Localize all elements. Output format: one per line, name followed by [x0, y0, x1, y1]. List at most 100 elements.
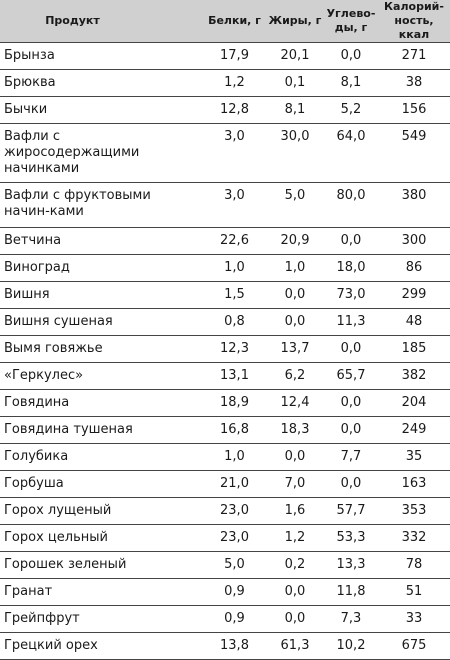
cell-carbs: 65,7 — [336, 368, 366, 383]
cell-protein: 12,3 — [220, 341, 249, 356]
cell-kcal: 549 — [401, 129, 427, 144]
cell-protein: 17,9 — [220, 48, 249, 63]
header-row: Продукт Белки, г Жиры, г Углево- ды, г К… — [0, 0, 450, 43]
cell-protein: 21,0 — [220, 476, 249, 491]
cell-product: Горошек зеленый — [4, 557, 127, 572]
cell-carbs: 11,8 — [336, 584, 366, 599]
cell-kcal: 35 — [405, 449, 423, 464]
cell-fat: 0,0 — [284, 611, 306, 626]
cell-carbs: 64,0 — [336, 129, 366, 144]
table-row: Виноград 1,0 1,0 18,0 86 — [0, 255, 450, 282]
cell-fat: 1,6 — [284, 503, 306, 518]
cell-protein: 23,0 — [220, 530, 249, 545]
cell-protein: 1,0 — [224, 260, 245, 275]
cell-kcal: 299 — [401, 287, 427, 302]
cell-product: Горох цельный — [4, 530, 108, 545]
cell-fat: 0,2 — [284, 557, 306, 572]
cell-carbs: 0,0 — [340, 48, 362, 63]
cell-carbs: 57,7 — [336, 503, 366, 518]
table-row: Голубика 1,0 0,0 7,7 35 — [0, 444, 450, 471]
cell-protein: 18,9 — [220, 395, 249, 410]
cell-product: Говядина — [4, 395, 70, 410]
table-row: Вымя говяжье 12,3 13,7 0,0 185 — [0, 336, 450, 363]
cell-protein: 3,0 — [224, 129, 245, 144]
table-row: Горох цельный 23,0 1,2 53,3 332 — [0, 525, 450, 552]
cell-fat: 1,2 — [284, 530, 306, 545]
cell-product: Бычки — [4, 102, 48, 117]
cell-protein: 22,6 — [220, 233, 249, 248]
header-fat: Жиры, г — [266, 0, 324, 43]
cell-fat: 6,2 — [284, 368, 306, 383]
cell-kcal: 204 — [401, 395, 427, 410]
cell-product: Вымя говяжье — [4, 341, 103, 356]
table-row: Вафли с жиросодержащими начинками 3,0 30,0… — [0, 124, 450, 183]
table-row: Горох лущеный 23,0 1,6 57,7 353 — [0, 498, 450, 525]
cell-fat: 12,4 — [280, 395, 310, 410]
cell-product: Грецкий орех — [4, 638, 98, 653]
cell-protein: 16,8 — [220, 422, 249, 437]
cell-kcal: 38 — [405, 75, 423, 90]
cell-carbs: 5,2 — [340, 102, 362, 117]
cell-carbs: 0,0 — [340, 233, 362, 248]
cell-kcal: 271 — [401, 48, 427, 63]
cell-fat: 0,0 — [284, 449, 306, 464]
cell-kcal: 300 — [401, 233, 427, 248]
table-row: Грейпфрут 0,9 0,0 7,3 33 — [0, 606, 450, 633]
cell-carbs: 80,0 — [336, 188, 366, 203]
cell-carbs: 7,7 — [340, 449, 362, 464]
cell-protein: 0,9 — [224, 611, 245, 626]
cell-fat: 7,0 — [284, 476, 306, 491]
cell-fat: 0,0 — [284, 314, 306, 329]
cell-kcal: 382 — [401, 368, 427, 383]
cell-fat: 1,0 — [284, 260, 306, 275]
cell-carbs: 0,0 — [340, 395, 362, 410]
cell-product: Брюква — [4, 75, 56, 90]
cell-fat: 0,1 — [284, 75, 306, 90]
cell-carbs: 0,0 — [340, 422, 362, 437]
cell-kcal: 156 — [401, 102, 427, 117]
table-row: Вишня 1,5 0,0 73,0 299 — [0, 282, 450, 309]
cell-kcal: 353 — [401, 503, 427, 518]
cell-protein: 5,0 — [224, 557, 245, 572]
table-row: Вафли с фруктовыми начин-ками 3,0 5,0 80,0 3… — [0, 183, 450, 228]
table-row: Брынза 17,9 20,1 0,0 271 — [0, 43, 450, 70]
header-carbs: Углево- ды, г — [324, 0, 378, 43]
cell-fat: 30,0 — [280, 129, 310, 144]
cell-product: Виноград — [4, 260, 70, 275]
cell-carbs: 13,3 — [336, 557, 366, 572]
cell-fat: 0,0 — [284, 584, 306, 599]
cell-protein: 1,5 — [224, 287, 245, 302]
cell-carbs: 8,1 — [340, 75, 362, 90]
table-row: Горошек зеленый 5,0 0,2 13,3 78 — [0, 552, 450, 579]
cell-product: Ветчина — [4, 233, 62, 248]
cell-product: Говядина тушеная — [4, 422, 133, 437]
table-body: Брынза 17,9 20,1 0,0 271 Брюква 1,2 0,1 8,1 38 Быч… — [0, 43, 450, 660]
cell-fat: 8,1 — [284, 102, 306, 117]
cell-fat: 20,1 — [280, 48, 310, 63]
cell-protein: 13,8 — [220, 638, 249, 653]
cell-protein: 3,0 — [224, 188, 245, 203]
cell-product: Вафли с жиросодержащими начинками — [4, 129, 140, 176]
cell-product: Голубика — [4, 449, 69, 464]
header-protein: Белки, г — [203, 0, 266, 43]
cell-kcal: 380 — [401, 188, 427, 203]
cell-carbs: 73,0 — [336, 287, 366, 302]
table-row: Бычки 12,8 8,1 5,2 156 — [0, 97, 450, 124]
cell-product: Горбуша — [4, 476, 64, 491]
cell-fat: 0,0 — [284, 287, 306, 302]
cell-kcal: 33 — [405, 611, 423, 626]
cell-carbs: 53,3 — [336, 530, 366, 545]
table-row: Гранат 0,9 0,0 11,8 51 — [0, 579, 450, 606]
cell-kcal: 675 — [401, 638, 427, 653]
table-row: «Геркулес» 13,1 6,2 65,7 382 — [0, 363, 450, 390]
cell-kcal: 48 — [405, 314, 423, 329]
cell-carbs: 11,3 — [336, 314, 366, 329]
cell-fat: 13,7 — [280, 341, 310, 356]
cell-kcal: 78 — [405, 557, 423, 572]
cell-fat: 20,9 — [280, 233, 310, 248]
cell-protein: 0,9 — [224, 584, 245, 599]
table-row: Грецкий орех 13,8 61,3 10,2 675 — [0, 633, 450, 660]
cell-carbs: 18,0 — [336, 260, 366, 275]
header-product: Продукт — [0, 0, 203, 43]
